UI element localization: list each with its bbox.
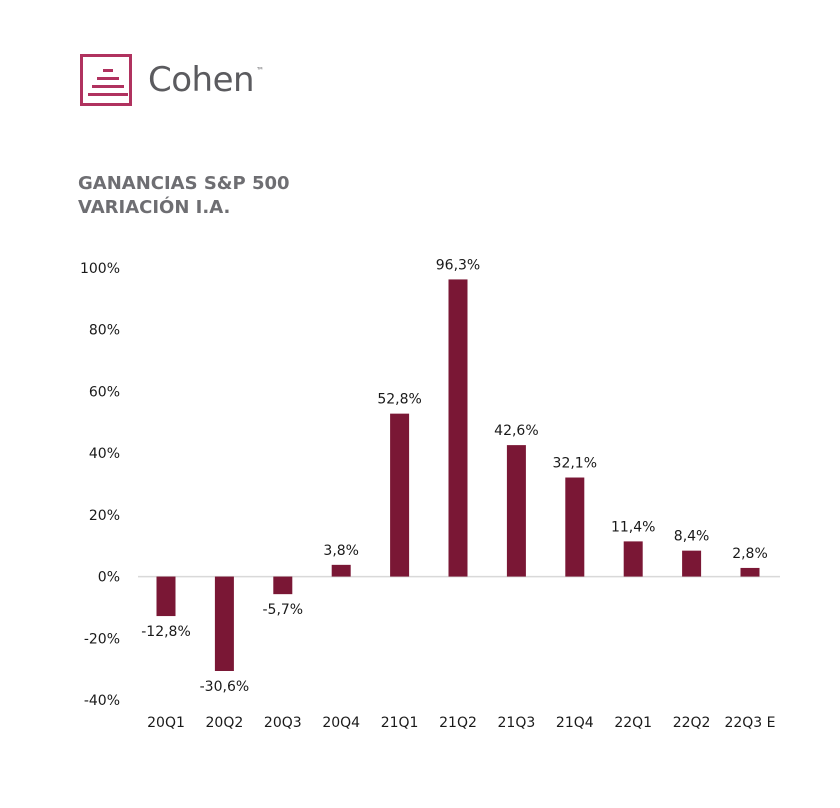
bar: [682, 550, 702, 577]
chart-title-line-2: VARIACIÓN I.A.: [78, 197, 231, 218]
y-tick-label: -20%: [84, 631, 120, 647]
data-label: 11,4%: [611, 519, 655, 535]
bar: [448, 279, 468, 577]
data-label: 8,4%: [674, 529, 710, 545]
data-label: 3,8%: [323, 543, 359, 559]
x-tick-label: 21Q1: [381, 715, 419, 731]
bar: [273, 576, 293, 595]
x-tick-label: 21Q4: [556, 715, 594, 731]
logo-mark-icon: [80, 54, 132, 106]
y-tick-label: 60%: [89, 384, 120, 400]
data-label: -5,7%: [262, 602, 303, 618]
x-tick-label: 20Q1: [147, 715, 185, 731]
x-tick-label: 20Q3: [264, 715, 302, 731]
y-tick-label: 100%: [80, 261, 120, 277]
data-label: 96,3%: [436, 257, 480, 273]
x-tick-label: 21Q3: [498, 715, 536, 731]
data-label: 2,8%: [732, 546, 768, 562]
x-tick-label: 22Q1: [614, 715, 652, 731]
data-label: -30,6%: [200, 679, 250, 695]
bar: [623, 541, 643, 577]
y-tick-label: 80%: [89, 323, 120, 339]
bar: [390, 413, 410, 577]
data-label: 32,1%: [553, 456, 597, 472]
chart-title-line-1: GANANCIAS S&P 500: [78, 173, 290, 194]
trademark-mark: ™: [256, 66, 264, 75]
bar: [214, 576, 234, 671]
x-tick-label: 20Q4: [322, 715, 360, 731]
x-tick-label: 22Q3 E: [724, 715, 775, 731]
data-label: -12,8%: [141, 624, 191, 640]
bar: [156, 576, 176, 617]
y-tick-label: 40%: [89, 446, 120, 462]
data-label: 42,6%: [494, 423, 538, 439]
x-tick-label: 21Q2: [439, 715, 477, 731]
data-label: 52,8%: [377, 392, 421, 408]
brand-logo: Cohen ™: [80, 54, 264, 106]
bar: [565, 477, 585, 577]
x-tick-label: 22Q2: [673, 715, 711, 731]
chart-title: GANANCIAS S&P 500 VARIACIÓN I.A.: [78, 172, 290, 220]
y-tick-label: -40%: [84, 693, 120, 709]
y-tick-label: 20%: [89, 508, 120, 524]
bar: [740, 567, 760, 577]
x-tick-label: 20Q2: [206, 715, 244, 731]
bar: [506, 445, 526, 577]
y-tick-label: 0%: [98, 570, 120, 586]
bar: [331, 564, 351, 577]
brand-name: Cohen ™: [148, 60, 264, 100]
